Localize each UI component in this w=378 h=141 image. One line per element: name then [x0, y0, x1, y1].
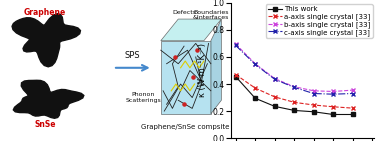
This work	[273, 105, 277, 107]
This work	[253, 97, 257, 99]
c-axis single crystal [33]	[234, 45, 238, 46]
b-axis single crystal [33]	[292, 86, 296, 88]
This work	[234, 76, 238, 77]
c-axis single crystal [33]	[331, 93, 336, 95]
c-axis single crystal [33]	[350, 93, 355, 94]
b-axis single crystal [33]	[350, 89, 355, 91]
c-axis single crystal [33]	[253, 64, 257, 65]
Text: Graphene/SnSe compsite: Graphene/SnSe compsite	[141, 124, 229, 130]
Point	[181, 103, 187, 105]
c-axis single crystal [33]	[273, 78, 277, 80]
a-axis single crystal [33]	[253, 87, 257, 89]
c-axis single crystal [33]	[311, 93, 316, 94]
Polygon shape	[211, 19, 222, 114]
Text: Graphene: Graphene	[24, 8, 66, 17]
b-axis single crystal [33]	[331, 91, 336, 92]
Polygon shape	[13, 80, 84, 118]
a-axis single crystal [33]	[273, 96, 277, 98]
Polygon shape	[12, 14, 81, 67]
a-axis single crystal [33]	[350, 107, 355, 109]
Text: Defects: Defects	[172, 10, 196, 15]
Point	[191, 76, 197, 78]
a-axis single crystal [33]	[331, 106, 336, 108]
This work	[331, 114, 336, 115]
b-axis single crystal [33]	[311, 90, 316, 92]
a-axis single crystal [33]	[311, 104, 316, 106]
Line: c-axis single crystal [33]: c-axis single crystal [33]	[234, 43, 355, 96]
b-axis single crystal [33]	[234, 43, 238, 45]
Text: SPS: SPS	[125, 51, 141, 60]
Text: Boundaries
&Interfaces: Boundaries &Interfaces	[193, 10, 229, 20]
Legend: This work, a-axis single crystal [33], b-axis single crystal [33], c-axis single: This work, a-axis single crystal [33], b…	[266, 4, 373, 38]
Line: b-axis single crystal [33]: b-axis single crystal [33]	[234, 42, 355, 94]
Text: SnSe: SnSe	[34, 120, 56, 129]
Text: Phonon
Scatterings: Phonon Scatterings	[125, 92, 161, 103]
Polygon shape	[161, 41, 211, 114]
This work	[350, 114, 355, 115]
Point	[172, 56, 178, 58]
Y-axis label: κ (W m⁻¹K⁻¹): κ (W m⁻¹K⁻¹)	[198, 44, 207, 97]
Line: a-axis single crystal [33]: a-axis single crystal [33]	[234, 72, 355, 110]
Point	[194, 49, 200, 51]
b-axis single crystal [33]	[273, 78, 277, 80]
a-axis single crystal [33]	[292, 102, 296, 103]
Line: This work: This work	[234, 74, 355, 117]
c-axis single crystal [33]	[292, 87, 296, 88]
a-axis single crystal [33]	[234, 74, 238, 75]
b-axis single crystal [33]	[253, 63, 257, 65]
Polygon shape	[161, 19, 222, 41]
This work	[311, 111, 316, 113]
This work	[292, 110, 296, 111]
